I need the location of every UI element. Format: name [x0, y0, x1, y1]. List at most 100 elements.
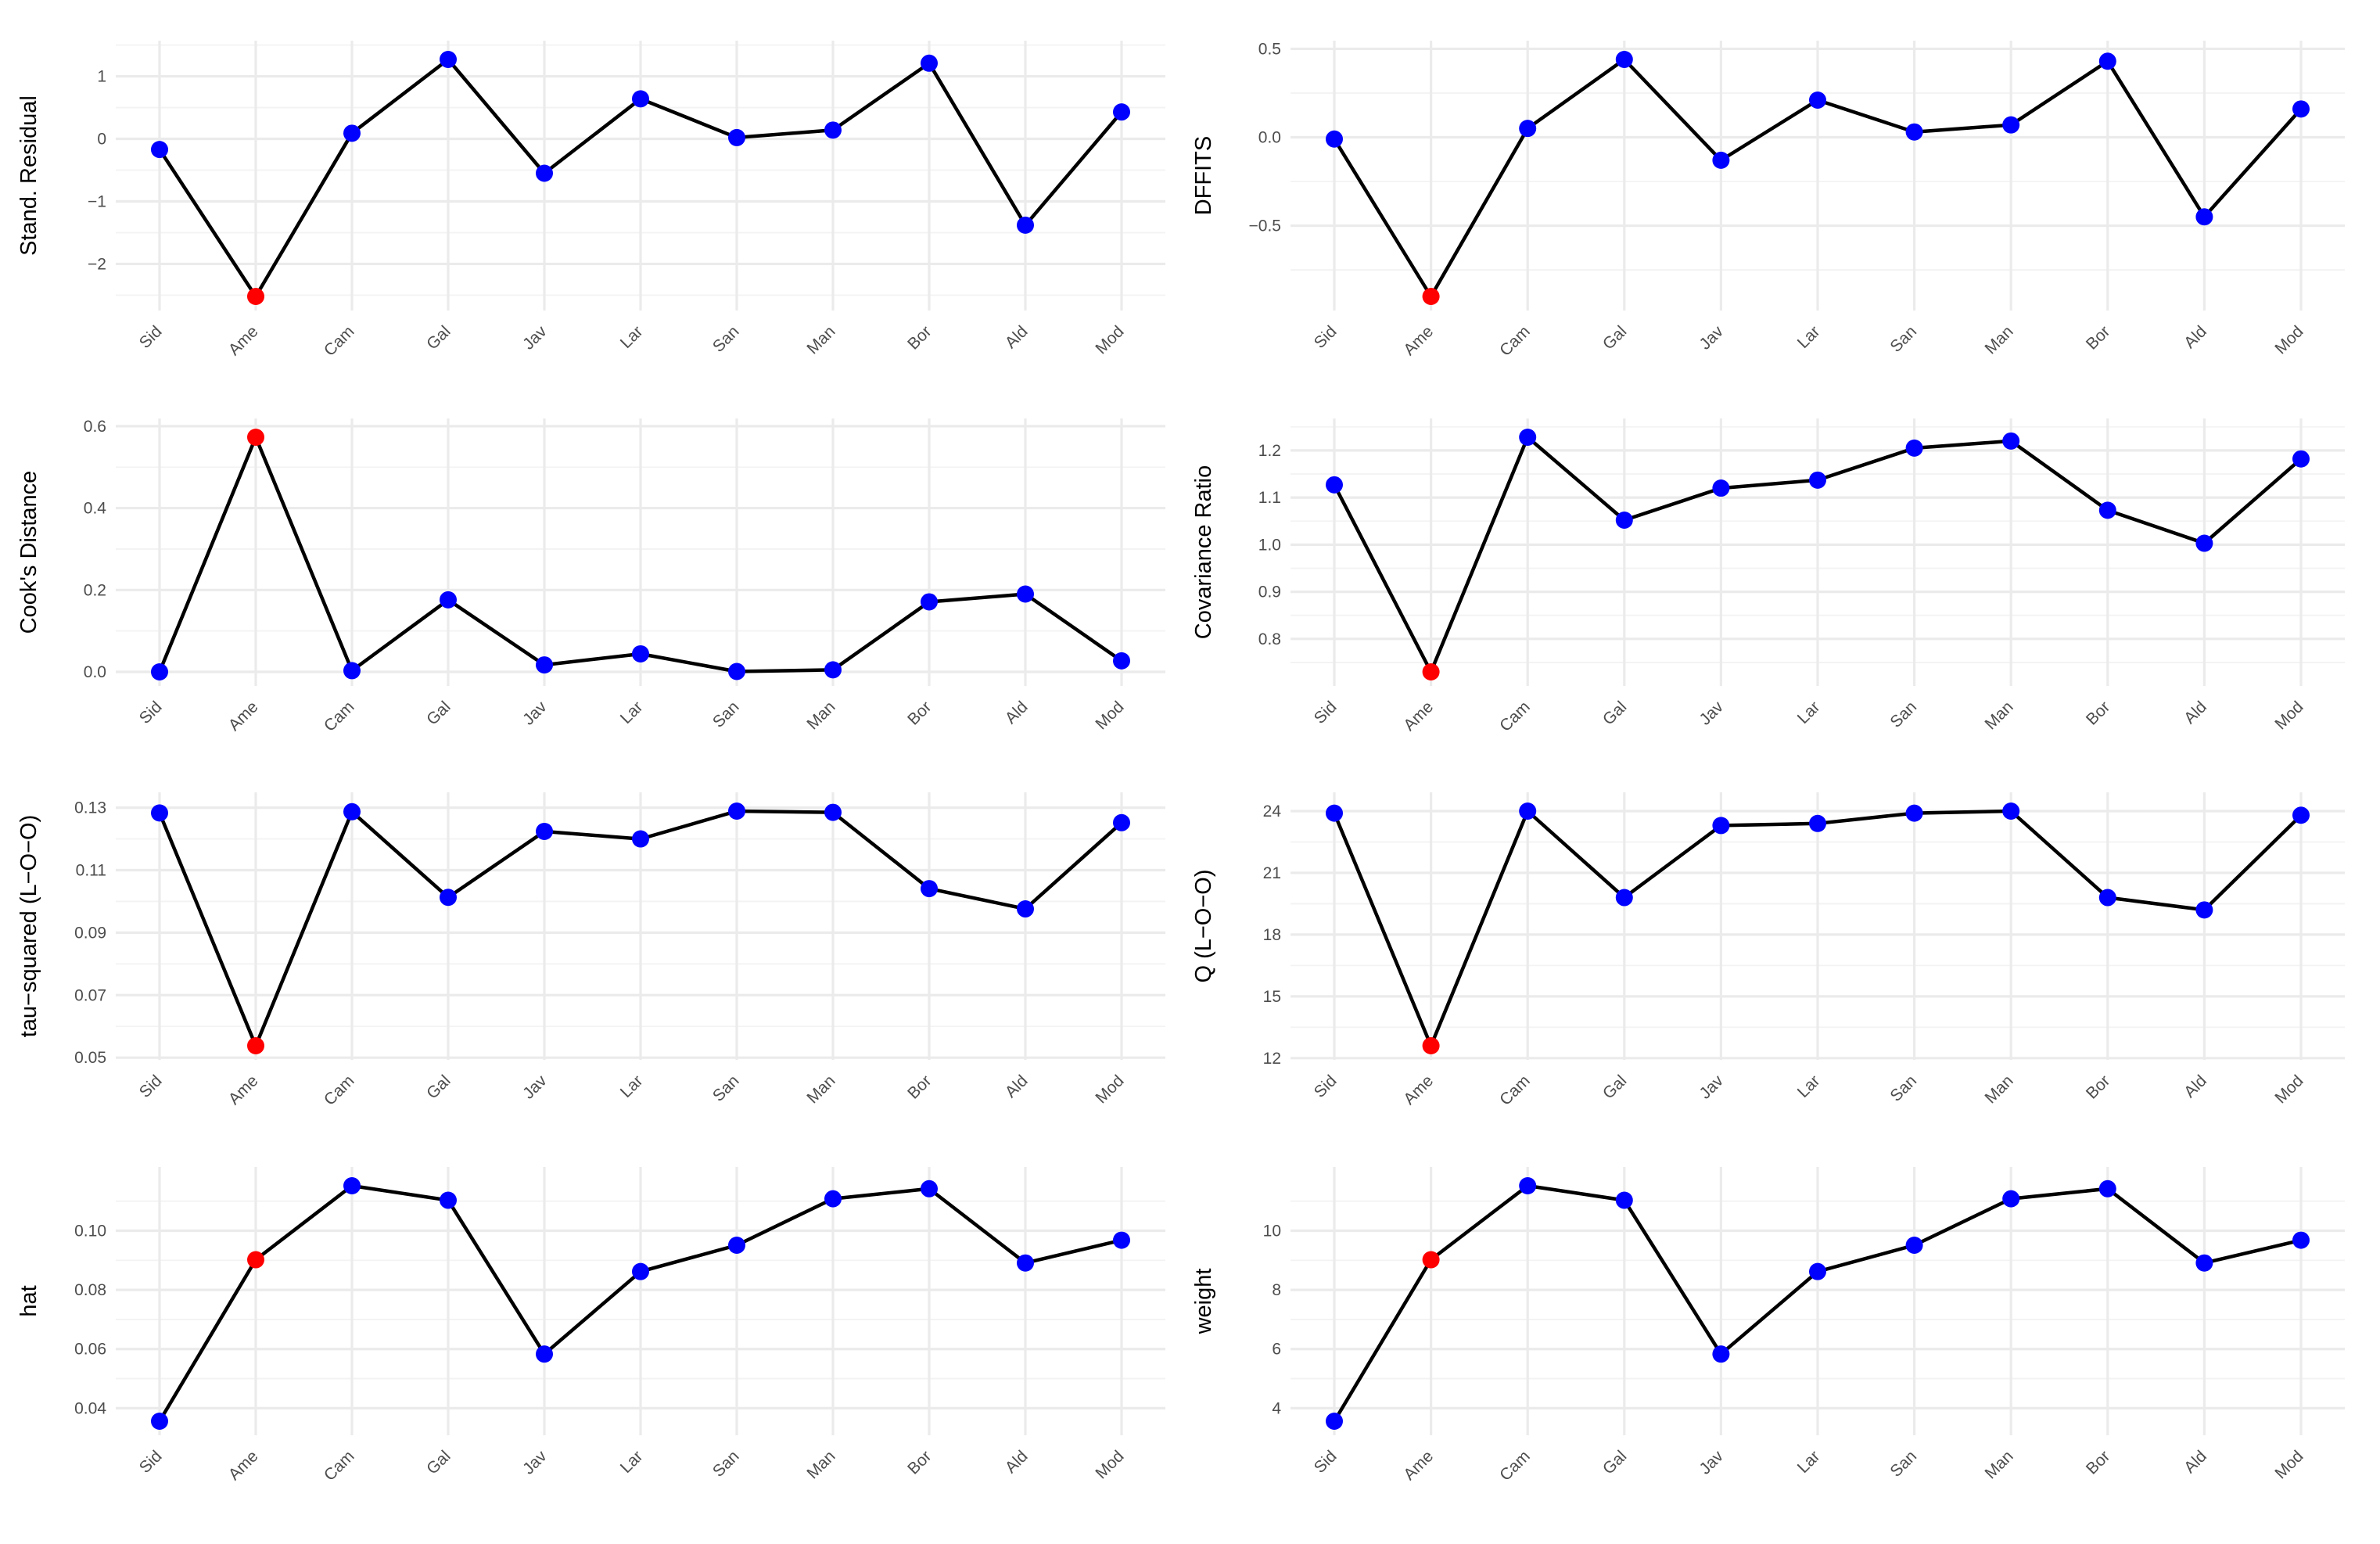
data-point	[151, 804, 168, 822]
chart-panel-3: 0.0 0.2 0.4 0.6 Cook's Distance Sid Ame Cam Gal J…	[16, 418, 1165, 735]
x-tick-label: Sid	[136, 698, 166, 727]
x-tick-label: Gal	[423, 698, 454, 728]
x-tick-label: Ald	[1002, 322, 1032, 352]
data-point	[728, 662, 745, 680]
x-tick-label: Bor	[904, 322, 935, 353]
x-tick-label: Lar	[1794, 322, 1824, 352]
data-point	[2098, 889, 2116, 907]
y-axis-label: Cook's Distance	[16, 471, 41, 634]
y-tick-label: 1	[97, 68, 106, 86]
chart-panel-7: 0.04 0.06 0.08 0.10 hat Sid Ame Cam Gal Jav Lar San…	[16, 1167, 1165, 1485]
x-tick-label: Gal	[1599, 1072, 1630, 1102]
y-tick-label: 0.07	[74, 986, 106, 1004]
y-tick-label: 0.04	[74, 1399, 106, 1417]
data-point	[2195, 901, 2213, 919]
data-point	[1712, 817, 1730, 835]
x-tick-label: San	[1886, 322, 1920, 356]
x-tick-label: Ame	[1400, 1447, 1437, 1484]
data-point	[1519, 120, 1537, 138]
y-tick-label: 0.08	[74, 1281, 106, 1299]
data-point	[1905, 1237, 1923, 1255]
data-point	[632, 645, 649, 662]
x-tick-label: Cam	[321, 1072, 358, 1109]
y-tick-label: 6	[1272, 1341, 1281, 1359]
x-tick-label: Sid	[136, 322, 166, 352]
x-tick-label: Man	[803, 1072, 838, 1107]
x-tick-label: Sid	[1311, 698, 1341, 727]
chart-panel-8: 4 6 8 10 weight Sid Ame Cam Gal Jav Lar San Man Bor Al…	[1191, 1167, 2345, 1485]
chart-panel-5: 0.05 0.07 0.09 0.11 0.13 tau−squared (L−O−O) S…	[16, 792, 1165, 1109]
x-tick-label: Jav	[519, 322, 551, 354]
x-tick-label: Mod	[2271, 322, 2306, 357]
x-tick-label: San	[709, 1072, 743, 1105]
data-point	[921, 880, 938, 898]
x-tick-label: Man	[1982, 322, 2017, 357]
x-tick-label: Cam	[321, 698, 358, 735]
data-point	[2292, 450, 2310, 468]
data-point	[1712, 479, 1730, 497]
y-tick-label: 0.0	[84, 663, 106, 681]
x-tick-label: Man	[803, 1447, 838, 1482]
data-point	[1113, 103, 1130, 121]
x-tick-label: Mod	[1092, 1072, 1127, 1107]
data-point	[1017, 216, 1034, 234]
data-point	[921, 1180, 938, 1197]
data-point	[343, 1177, 361, 1194]
y-tick-label: 1.2	[1258, 442, 1281, 460]
data-point	[728, 803, 745, 820]
data-point	[1905, 123, 1923, 141]
x-tick-label: Mod	[2271, 698, 2306, 733]
x-tick-label: Ald	[2181, 322, 2210, 352]
x-tick-label: Ame	[1400, 1072, 1437, 1108]
data-point-highlighted	[247, 1037, 264, 1054]
data-point-highlighted	[1422, 1251, 1440, 1269]
x-tick-label: Cam	[1496, 698, 1534, 735]
x-tick-label: Ald	[2181, 1072, 2210, 1101]
data-point	[2292, 806, 2310, 824]
data-point	[440, 591, 457, 609]
x-tick-label: Jav	[519, 1072, 551, 1103]
data-point	[151, 663, 168, 680]
x-tick-label: Bor	[904, 1447, 935, 1478]
x-tick-label: Lar	[617, 698, 647, 727]
y-tick-label: 0.6	[84, 418, 106, 436]
y-tick-label: 0.06	[74, 1341, 106, 1359]
y-axis-label: Q (L−O−O)	[1191, 869, 1216, 982]
data-point	[1809, 1262, 1826, 1280]
x-tick-label: Jav	[1696, 1072, 1728, 1103]
data-point	[1113, 652, 1130, 670]
x-tick-label: Jav	[1696, 698, 1728, 729]
x-tick-label: Bor	[2083, 322, 2113, 353]
data-point	[440, 1191, 457, 1209]
x-tick-label: Lar	[617, 1447, 647, 1477]
y-tick-label: 1.0	[1258, 536, 1281, 554]
y-tick-label: 18	[1263, 926, 1281, 944]
x-tick-label: Ame	[225, 322, 262, 359]
y-tick-label: 0.13	[74, 799, 106, 817]
x-tick-label: Jav	[519, 1447, 551, 1478]
data-point	[1615, 889, 1633, 907]
y-axis-label: Covariance Ratio	[1191, 465, 1216, 639]
x-tick-label: Ame	[225, 1072, 262, 1108]
x-tick-label: Gal	[1599, 1447, 1630, 1478]
y-tick-label: −2	[88, 255, 106, 273]
data-point	[343, 124, 361, 142]
x-tick-label: Cam	[1496, 322, 1534, 360]
x-tick-label: Lar	[617, 1072, 647, 1101]
x-tick-label: Lar	[617, 322, 647, 352]
data-point	[1615, 51, 1633, 68]
data-point	[440, 889, 457, 907]
y-tick-label: 1.1	[1258, 489, 1281, 507]
x-tick-label: Ald	[1002, 698, 1032, 727]
data-point	[536, 164, 553, 182]
data-point	[1017, 585, 1034, 603]
data-point	[2195, 534, 2213, 552]
x-tick-label: Sid	[1311, 1072, 1341, 1101]
data-point	[1113, 813, 1130, 831]
x-tick-label: Ame	[1400, 698, 1437, 734]
y-tick-label: 0.0	[1258, 128, 1281, 146]
x-tick-label: Jav	[519, 698, 551, 729]
data-point	[2098, 501, 2116, 519]
data-point	[2002, 116, 2020, 134]
